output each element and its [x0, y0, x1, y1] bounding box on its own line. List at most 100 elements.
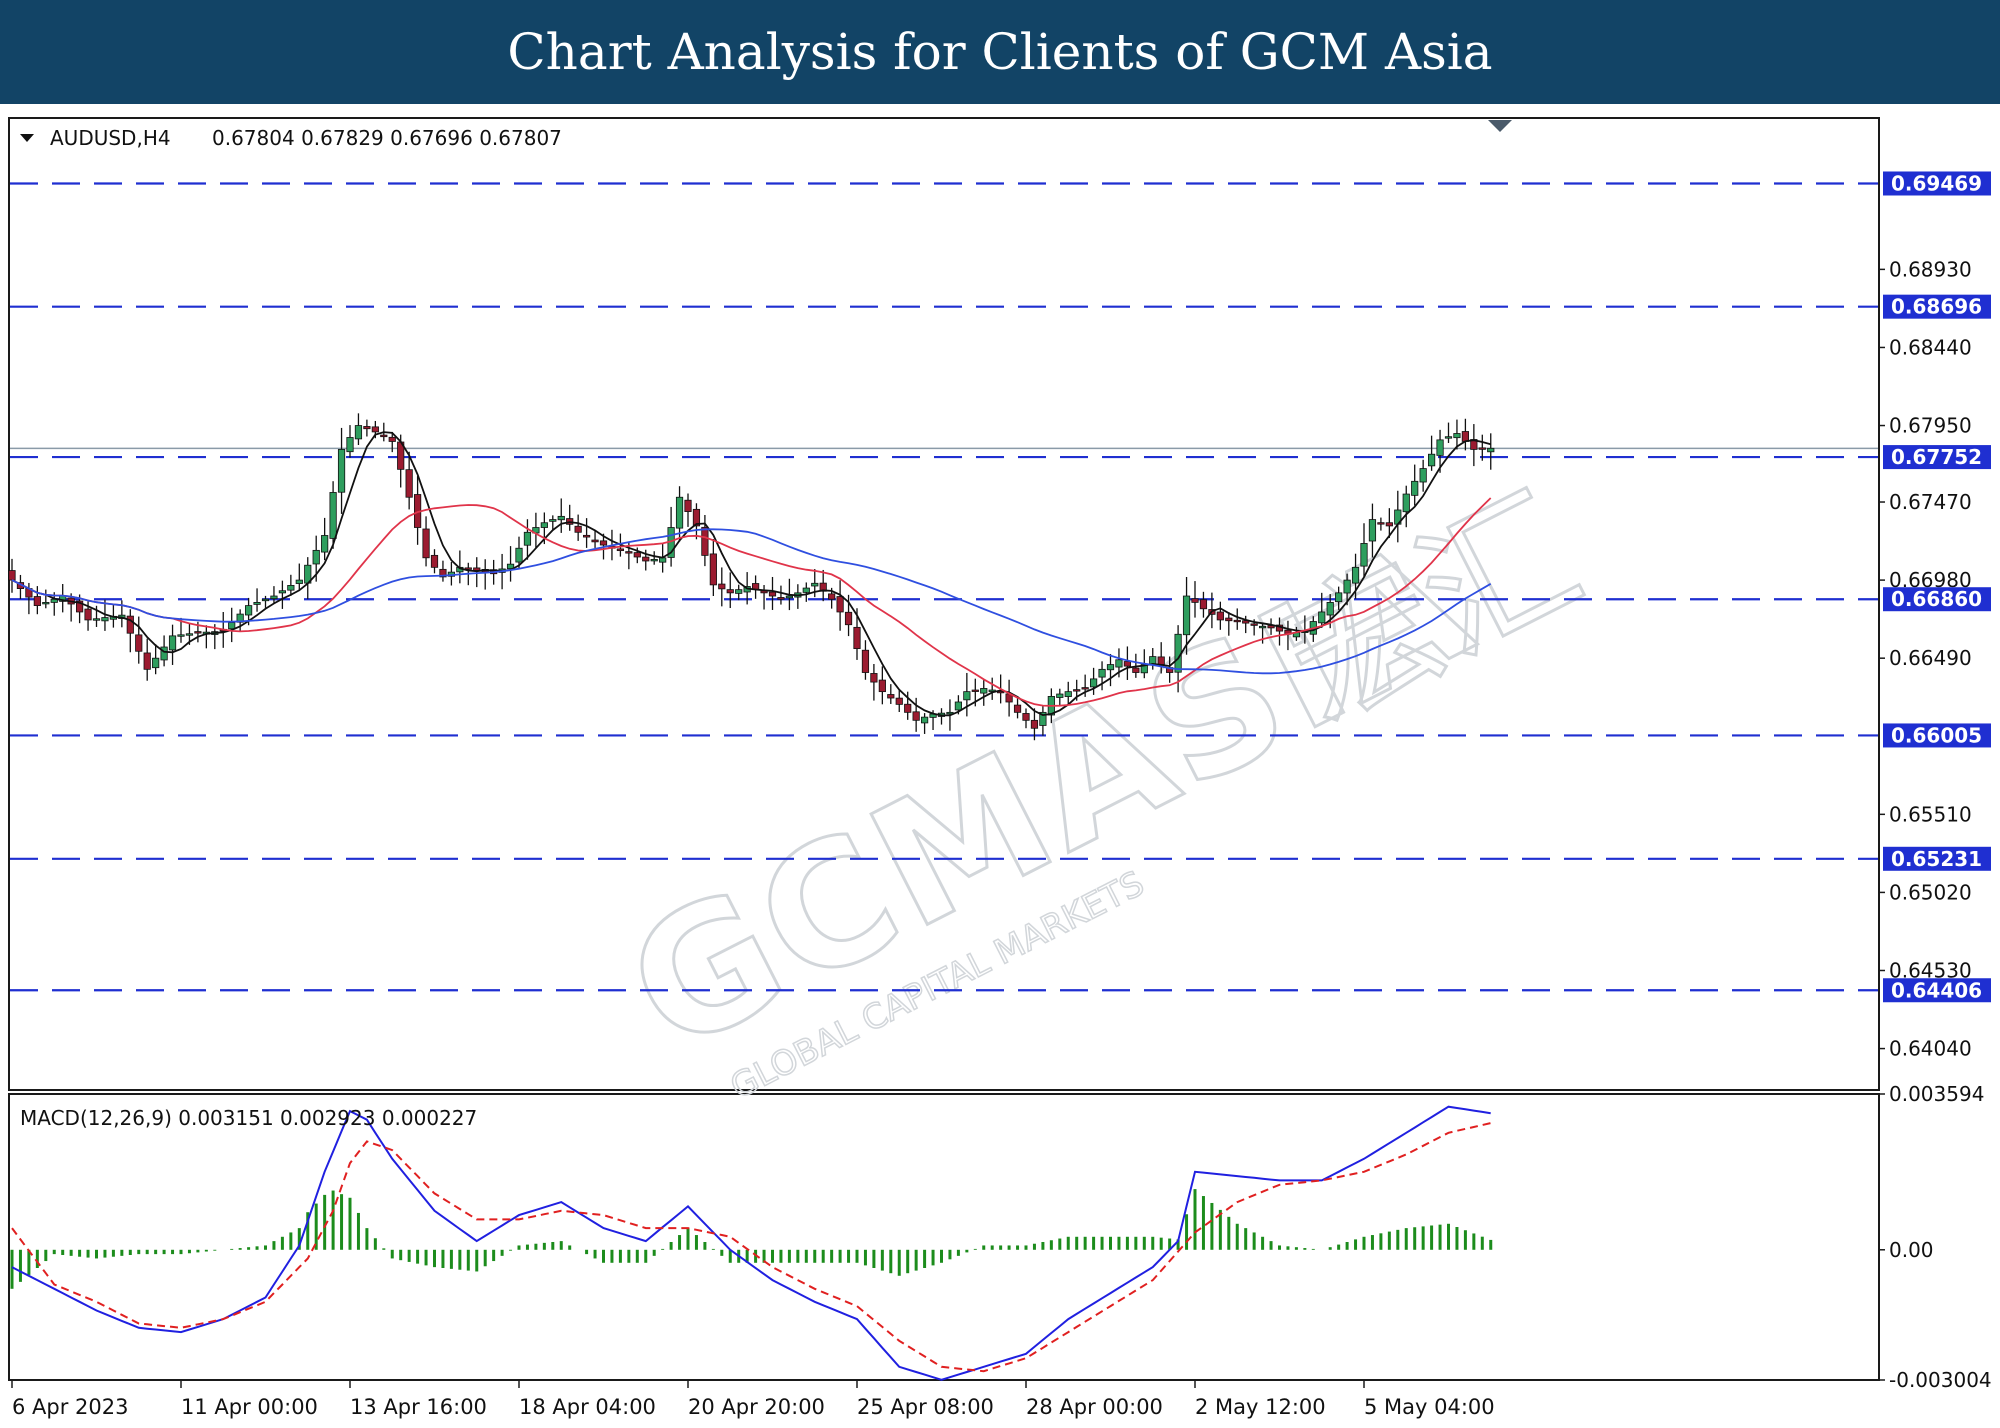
macd-line: [11, 1105, 1491, 1381]
candle-body: [152, 657, 160, 669]
candle-body: [1250, 623, 1258, 626]
candle-body: [92, 618, 101, 621]
candle-body: [1115, 659, 1123, 668]
candle-body: [405, 469, 413, 498]
candle-body: [388, 436, 396, 442]
candle-body: [1318, 611, 1326, 624]
candle-body: [1368, 519, 1377, 542]
candle-body: [42, 602, 50, 605]
candle-body: [1182, 595, 1191, 636]
candle-body: [811, 582, 819, 587]
time-tick-label: 25 Apr 08:00: [857, 1395, 994, 1419]
page-title: Chart Analysis for Clients of GCM Asia: [507, 23, 1493, 81]
moving-average-line: [11, 528, 1492, 675]
candle-body: [84, 608, 92, 621]
candle-body: [583, 534, 591, 538]
level-label-box: [1883, 445, 1991, 470]
price-tick-label: 0.67950: [1889, 414, 1972, 438]
level-label-box: [1883, 171, 1991, 196]
candle-body: [1461, 431, 1469, 442]
candle-body: [33, 596, 41, 606]
candle-body: [642, 556, 650, 562]
candle-body: [143, 652, 151, 670]
candle-body: [1419, 468, 1427, 483]
candle-body: [954, 701, 963, 711]
candle-body: [1022, 713, 1030, 721]
candle-body: [777, 597, 785, 600]
candle-body: [625, 551, 633, 554]
candle-body: [878, 679, 886, 693]
time-tick-label: 5 May 04:00: [1364, 1395, 1495, 1419]
candle-body: [735, 589, 743, 594]
candle-body: [126, 615, 134, 634]
macd-tick-label: 0.003594: [1889, 1082, 1984, 1106]
candle-body: [1106, 664, 1115, 671]
candle-body: [1013, 704, 1022, 713]
macd-axis-ticks: 0.003594 0.00 -0.003004: [1879, 1082, 1992, 1392]
symbol-label: AUDUSD,H4: [50, 126, 171, 150]
signal-line: [11, 1122, 1491, 1373]
candle-body: [1039, 711, 1047, 726]
candle-body: [1259, 625, 1267, 629]
candle-body: [168, 635, 177, 651]
candle-body: [1326, 602, 1334, 616]
level-label: 0.69469: [1891, 171, 1982, 195]
candle-body: [371, 426, 379, 433]
candle-body: [861, 649, 870, 673]
level-label-box: [1883, 294, 1991, 319]
candle-body: [1385, 522, 1393, 527]
candle-body: [971, 689, 979, 692]
level-label: 0.65231: [1891, 847, 1982, 871]
candle-body: [430, 554, 439, 568]
candle-body: [1478, 447, 1486, 450]
candle-body: [1360, 543, 1368, 567]
candle-body: [692, 508, 701, 527]
moving-average-line: [11, 497, 1492, 707]
symbol-dropdown-icon[interactable]: [20, 134, 34, 142]
time-tick-label: 2 May 12:00: [1195, 1395, 1326, 1419]
price-tick-label: 0.68440: [1889, 335, 1972, 359]
level-label: 0.67752: [1891, 445, 1982, 469]
candle-body: [1199, 599, 1208, 610]
candle-body: [912, 711, 920, 721]
candle-body: [549, 519, 557, 522]
candle-body: [785, 595, 794, 599]
candle-body: [709, 553, 717, 586]
candle-body: [1090, 678, 1098, 688]
candle-body: [1225, 617, 1233, 622]
candle-body: [1351, 566, 1360, 584]
candle-body: [768, 591, 777, 597]
candle-body: [836, 596, 844, 613]
price-tick-label: 0.65510: [1889, 802, 1972, 826]
candle-body: [574, 525, 582, 533]
time-axis: 6 Apr 2023 11 Apr 00:00 13 Apr 16:00 18 Apr…: [11, 1380, 1495, 1419]
candle-body: [1377, 522, 1385, 525]
candle-body: [1402, 493, 1410, 513]
time-tick-label: 18 Apr 04:00: [519, 1395, 656, 1419]
price-tick-label: 0.68930: [1889, 257, 1972, 281]
moving-averages: [11, 431, 1492, 717]
time-tick-label: 13 Apr 16:00: [350, 1395, 487, 1419]
macd-label: MACD(12,26,9) 0.003151 0.002923 0.000227: [20, 1106, 477, 1130]
candle-body: [1064, 691, 1072, 697]
level-label-box: [1883, 723, 1991, 748]
candle-body: [177, 634, 185, 637]
candle-body: [185, 633, 194, 636]
candle-body: [844, 611, 853, 626]
candle-body: [1343, 579, 1351, 594]
candle-body: [853, 626, 861, 650]
price-tick-label: 0.65020: [1889, 880, 1972, 904]
candle-body: [1073, 689, 1081, 692]
time-tick-label: 28 Apr 00:00: [1026, 1395, 1163, 1419]
level-label-box: [1883, 978, 1991, 1003]
price-tick-label: 0.67470: [1889, 490, 1972, 514]
candle-body: [8, 570, 16, 581]
chart-shift-marker-icon: [1488, 120, 1512, 132]
candle-body: [963, 691, 971, 701]
macd-tick-label: -0.003004: [1889, 1368, 1992, 1392]
level-label-box: [1883, 587, 1991, 612]
candle-body: [887, 694, 895, 699]
header-banner: [0, 0, 2000, 104]
candle-body: [1233, 619, 1241, 623]
